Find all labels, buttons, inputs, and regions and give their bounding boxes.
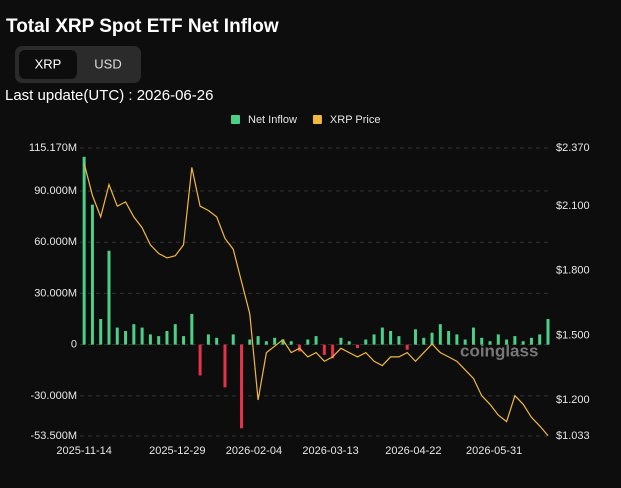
y-tick-label: 30.000M xyxy=(34,287,77,299)
bar xyxy=(405,344,409,350)
bar xyxy=(355,344,359,349)
y2-tick-label: $1.500 xyxy=(556,329,590,341)
bar xyxy=(190,313,194,345)
watermark: coinglass xyxy=(460,341,538,360)
bar xyxy=(107,250,111,345)
bar xyxy=(198,344,202,376)
y-tick-label: -30.000M xyxy=(31,390,77,402)
x-tick-label: 2026-04-22 xyxy=(385,445,441,457)
bar xyxy=(463,339,467,345)
bar xyxy=(248,339,252,345)
bar xyxy=(513,336,517,345)
bar xyxy=(206,334,210,345)
bar xyxy=(215,337,219,345)
bar xyxy=(488,341,492,345)
bar xyxy=(331,344,335,359)
bar xyxy=(339,337,343,345)
bar xyxy=(99,319,103,345)
bar xyxy=(289,341,293,345)
y2-tick-label: $1.800 xyxy=(556,265,590,277)
bar xyxy=(505,339,509,345)
toggle-selected[interactable] xyxy=(19,50,77,79)
bar xyxy=(455,334,459,345)
toggle-xrp[interactable]: XRP xyxy=(35,56,62,71)
y-tick-label: 115.170M xyxy=(29,142,77,154)
bar xyxy=(273,337,277,345)
bar xyxy=(132,324,136,345)
x-tick-label: 2026-05-31 xyxy=(466,445,522,457)
legend-label: Net Inflow xyxy=(248,114,297,126)
bar xyxy=(157,336,161,345)
bar xyxy=(231,334,235,345)
bar xyxy=(90,204,94,345)
bar xyxy=(496,334,500,345)
bar xyxy=(124,330,128,345)
bar xyxy=(165,330,169,345)
bar xyxy=(397,336,401,345)
y-tick-label: 60.000M xyxy=(34,236,77,248)
toggle-usd[interactable]: USD xyxy=(94,56,121,71)
price-line xyxy=(83,162,549,436)
bar xyxy=(430,332,434,345)
y2-tick-label: $2.100 xyxy=(556,200,590,212)
title: Total XRP Spot ETF Net Inflow xyxy=(6,16,279,37)
x-tick-label: 2025-11-14 xyxy=(56,445,111,457)
x-tick-label: 2026-02-04 xyxy=(226,445,282,457)
x-tick-label: 2026-03-13 xyxy=(302,445,358,457)
bar xyxy=(372,334,376,345)
bar xyxy=(115,327,119,345)
bar xyxy=(471,327,475,345)
bar xyxy=(182,336,186,345)
bar xyxy=(314,336,318,345)
bar xyxy=(306,339,310,345)
bar xyxy=(521,341,525,345)
bar xyxy=(281,339,285,345)
bar xyxy=(438,324,442,345)
bar xyxy=(413,329,417,345)
bar xyxy=(173,324,177,345)
bar xyxy=(223,344,227,388)
bar xyxy=(82,156,86,345)
bar xyxy=(546,319,550,345)
y2-tick-label: $2.370 xyxy=(556,142,590,154)
last-update: Last update(UTC) : 2026-06-26 xyxy=(5,87,213,104)
legend-swatch xyxy=(312,115,322,124)
bar xyxy=(538,334,542,345)
bar xyxy=(447,330,451,345)
legend-label: XRP Price xyxy=(330,114,381,126)
y-tick-label: -53.500M xyxy=(31,430,77,442)
y-tick-label: 0 xyxy=(71,339,77,351)
bar xyxy=(364,339,368,345)
bar xyxy=(322,344,326,355)
y2-tick-label: $1.033 xyxy=(556,430,590,442)
y2-tick-label: $1.200 xyxy=(556,394,590,406)
bar xyxy=(480,337,484,345)
bar xyxy=(347,341,351,345)
bar xyxy=(240,344,244,429)
bar xyxy=(256,336,260,345)
y-tick-label: 90.000M xyxy=(34,185,77,197)
bar xyxy=(148,334,152,345)
x-tick-label: 2025-12-29 xyxy=(149,445,205,457)
bar xyxy=(422,337,426,345)
bar xyxy=(140,327,144,345)
bar xyxy=(380,327,384,345)
bar xyxy=(529,337,533,345)
bar xyxy=(389,330,393,345)
legend-swatch xyxy=(231,115,240,124)
bar xyxy=(264,341,268,345)
